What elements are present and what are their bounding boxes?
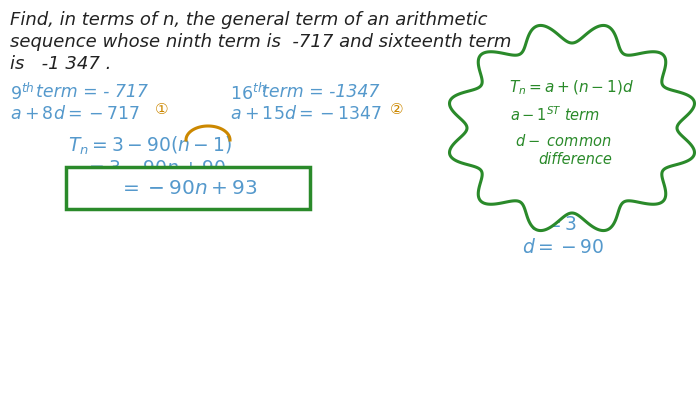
Text: $a = 3$: $a = 3$ [530, 215, 577, 234]
Text: $T_n = 3 - 90(n-1)$: $T_n = 3 - 90(n-1)$ [68, 135, 232, 157]
Text: $a + 15d = -1347$: $a + 15d = -1347$ [230, 105, 382, 123]
Text: term = -1347: term = -1347 [262, 83, 379, 101]
Text: $d -$ common: $d -$ common [514, 133, 611, 149]
Polygon shape [449, 26, 694, 231]
Text: $9^{th}$: $9^{th}$ [10, 83, 35, 104]
Text: Find, in terms of n, the general term of an arithmetic: Find, in terms of n, the general term of… [10, 11, 487, 29]
Text: $d = -90$: $d = -90$ [522, 238, 605, 257]
Text: ②: ② [390, 102, 404, 117]
Text: $a + 8d = -717$: $a + 8d = -717$ [10, 105, 140, 123]
Text: $= 3 - 90n + 90$: $= 3 - 90n + 90$ [85, 159, 226, 178]
Text: sequence whose ninth term is  -717 and sixteenth term: sequence whose ninth term is -717 and si… [10, 33, 512, 51]
FancyBboxPatch shape [66, 167, 310, 209]
Text: ①: ① [155, 102, 169, 117]
Text: $= -90n + 93$: $= -90n + 93$ [119, 178, 257, 198]
Text: $T_n = a + (n-1)d$: $T_n = a + (n-1)d$ [510, 79, 634, 97]
Text: $16^{th}$: $16^{th}$ [230, 83, 266, 104]
Text: difference: difference [538, 151, 612, 167]
Text: is   -1 347 .: is -1 347 . [10, 55, 111, 73]
Text: term = - 717: term = - 717 [36, 83, 148, 101]
Text: $a - 1^{ST}$ term: $a - 1^{ST}$ term [510, 106, 600, 124]
